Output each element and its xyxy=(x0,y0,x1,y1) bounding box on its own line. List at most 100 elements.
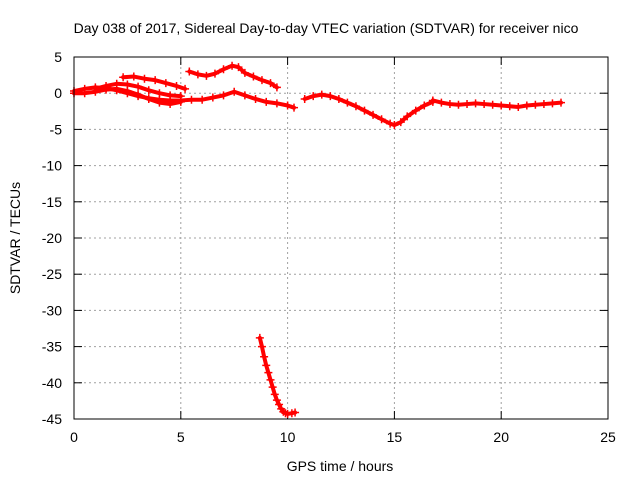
x-tick-label: 15 xyxy=(387,429,403,445)
y-tick-label: -15 xyxy=(42,194,62,210)
data-point-plus-marker xyxy=(240,68,249,77)
data-point-plus-marker xyxy=(134,90,143,99)
data-point-plus-marker xyxy=(172,81,181,90)
data-point-plus-marker xyxy=(181,84,190,93)
data-point-plus-marker xyxy=(531,100,540,109)
data-point-plus-marker xyxy=(255,333,264,342)
data-point-plus-marker xyxy=(505,102,514,111)
data-point-plus-marker xyxy=(161,79,170,88)
data-point-plus-marker xyxy=(377,115,386,124)
data-point-plus-marker xyxy=(360,106,369,115)
data-point-plus-marker xyxy=(270,390,279,399)
y-tick-label: -40 xyxy=(42,375,62,391)
data-point-plus-marker xyxy=(317,90,326,99)
data-point-plus-marker xyxy=(300,94,309,103)
data-point-plus-marker xyxy=(396,118,405,127)
data-point-plus-marker xyxy=(257,342,266,351)
series-arc-h xyxy=(255,333,300,418)
data-point-plus-marker xyxy=(266,79,275,88)
data-point-plus-marker xyxy=(437,98,446,107)
data-point-plus-marker xyxy=(471,99,480,108)
data-point-plus-marker xyxy=(257,76,266,85)
data-point-plus-marker xyxy=(272,83,281,92)
y-tick-label: -20 xyxy=(42,230,62,246)
x-tick-label: 20 xyxy=(493,429,509,445)
series-arc-g xyxy=(428,96,566,111)
data-point-plus-marker xyxy=(155,98,164,107)
series-arc-d xyxy=(119,72,190,93)
data-point-plus-marker xyxy=(428,96,437,105)
data-point-plus-marker xyxy=(129,72,138,81)
plot-frame xyxy=(73,56,609,420)
data-point-plus-marker xyxy=(219,91,228,100)
chart-title: Day 038 of 2017, Sidereal Day-to-day VTE… xyxy=(74,20,579,36)
data-point-plus-marker xyxy=(210,69,219,78)
series-trace xyxy=(430,98,564,109)
y-tick-label: -25 xyxy=(42,266,62,282)
data-point-plus-marker xyxy=(411,106,420,115)
y-tick-label: -45 xyxy=(42,411,62,427)
data-point-plus-marker xyxy=(176,92,185,101)
data-point-plus-marker xyxy=(251,94,260,103)
data-point-plus-marker xyxy=(557,98,566,107)
x-tick-label: 5 xyxy=(177,429,185,445)
data-point-plus-marker xyxy=(264,368,273,377)
data-point-plus-marker xyxy=(208,93,217,102)
x-tick-label: 25 xyxy=(600,429,616,445)
data-point-plus-marker xyxy=(290,103,299,112)
y-tick-label: 5 xyxy=(54,49,62,65)
series-arc-c xyxy=(91,79,185,101)
data-point-plus-marker xyxy=(155,89,164,98)
data-point-plus-marker xyxy=(134,82,143,91)
data-point-plus-marker xyxy=(91,84,100,93)
data-point-plus-marker xyxy=(326,92,335,101)
data-point-plus-marker xyxy=(140,74,149,83)
data-point-plus-marker xyxy=(240,91,249,100)
data-point-plus-marker xyxy=(369,110,378,119)
data-point-plus-marker xyxy=(390,121,399,130)
data-point-plus-marker xyxy=(445,100,454,109)
data-point-plus-marker xyxy=(343,98,352,107)
data-point-plus-marker xyxy=(309,92,318,101)
data-point-plus-marker xyxy=(497,101,506,110)
data-point-plus-marker xyxy=(151,76,160,85)
data-point-plus-marker xyxy=(123,80,132,89)
data-point-plus-marker xyxy=(202,71,211,80)
data-point-plus-marker xyxy=(262,97,271,106)
data-point-plus-marker xyxy=(198,95,207,104)
data-point-plus-marker xyxy=(262,361,271,370)
x-tick-label: 10 xyxy=(280,429,296,445)
data-point-plus-marker xyxy=(386,119,395,128)
data-point-plus-marker xyxy=(463,100,472,109)
data-point-plus-marker xyxy=(514,102,523,111)
data-point-plus-marker xyxy=(144,86,153,95)
data-series xyxy=(70,61,566,418)
data-point-plus-marker xyxy=(260,352,269,361)
data-point-plus-marker xyxy=(272,396,281,405)
data-point-plus-marker xyxy=(454,100,463,109)
y-tick-label: -5 xyxy=(50,121,63,137)
data-point-plus-marker xyxy=(249,72,258,81)
data-point-plus-marker xyxy=(480,100,489,109)
data-point-plus-marker xyxy=(522,101,531,110)
y-tick-label: -30 xyxy=(42,302,62,318)
data-point-plus-marker xyxy=(488,100,497,109)
tick-labels: 0 5 10 15 20 25 5 0 -5 -10 -15 -20 -25 -30 -35 -40 -45 xyxy=(42,49,616,445)
data-point-plus-marker xyxy=(272,99,281,108)
data-point-plus-marker xyxy=(80,89,89,98)
data-point-plus-marker xyxy=(112,79,121,88)
y-tick-label: 0 xyxy=(54,85,62,101)
y-tick-label: -35 xyxy=(42,339,62,355)
x-axis-label: GPS time / hours xyxy=(287,458,394,474)
data-point-plus-marker xyxy=(166,100,175,109)
data-point-plus-marker xyxy=(144,94,153,103)
y-axis-label: SDTVAR / TECUs xyxy=(7,182,23,294)
data-point-plus-marker xyxy=(283,101,292,110)
data-point-plus-marker xyxy=(403,112,412,121)
data-point-plus-marker xyxy=(291,408,300,417)
data-point-plus-marker xyxy=(102,81,111,90)
data-point-plus-marker xyxy=(275,400,284,409)
data-point-plus-marker xyxy=(268,383,277,392)
